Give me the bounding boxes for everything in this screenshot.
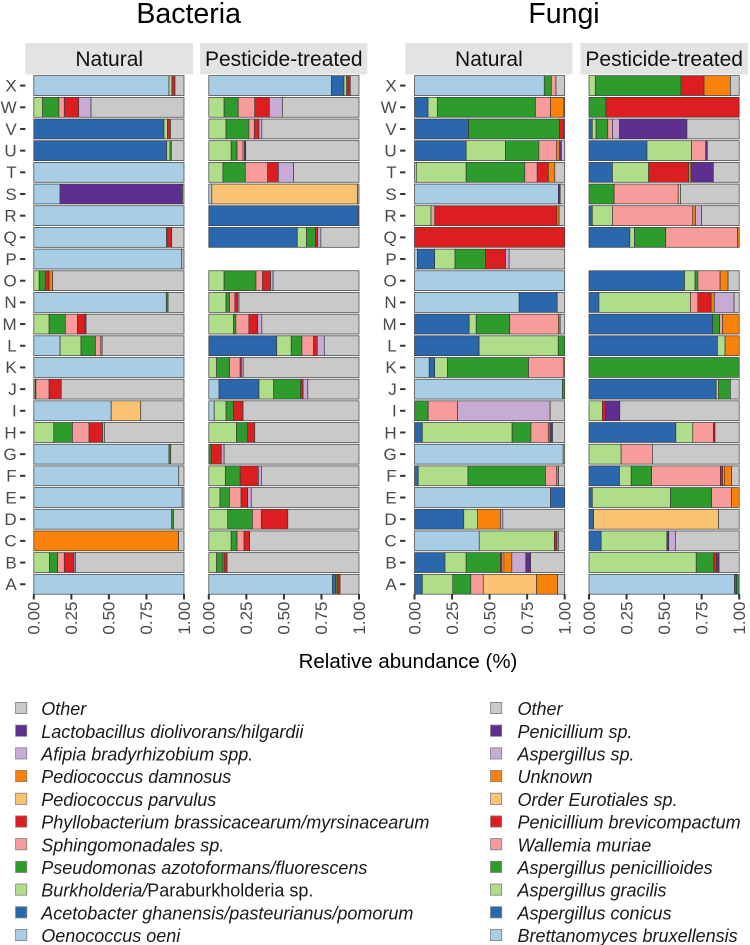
svg-text:Brettanomyces bruxellensis: Brettanomyces bruxellensis bbox=[518, 926, 738, 945]
svg-text:0.75: 0.75 bbox=[518, 602, 537, 635]
svg-text:Natural: Natural bbox=[455, 48, 523, 71]
svg-text:B: B bbox=[5, 553, 16, 572]
svg-text:0.00: 0.00 bbox=[580, 602, 599, 635]
svg-text:0.00: 0.00 bbox=[405, 602, 424, 635]
svg-text:T: T bbox=[386, 163, 396, 182]
svg-text:B: B bbox=[385, 553, 396, 572]
svg-text:1.00: 1.00 bbox=[350, 602, 369, 635]
svg-text:Acetobacter ghanensis/pasteuri: Acetobacter ghanensis/pasteurianus/pomor… bbox=[40, 903, 413, 923]
svg-text:0.25: 0.25 bbox=[617, 602, 636, 635]
svg-text:Afipia bradyrhizobium spp.: Afipia bradyrhizobium spp. bbox=[40, 745, 253, 765]
svg-text:S: S bbox=[5, 185, 16, 204]
svg-text:Other: Other bbox=[518, 699, 564, 719]
svg-text:0.50: 0.50 bbox=[480, 602, 499, 635]
svg-text:0.50: 0.50 bbox=[100, 602, 119, 635]
svg-text:X: X bbox=[385, 76, 396, 95]
svg-text:Sphingomonadales sp.: Sphingomonadales sp. bbox=[41, 835, 224, 855]
svg-text:Aspergillus gracilis: Aspergillus gracilis bbox=[517, 881, 667, 901]
svg-text:Aspergillus sp.: Aspergillus sp. bbox=[517, 745, 635, 765]
svg-text:Aspergillus conicus: Aspergillus conicus bbox=[517, 903, 672, 923]
svg-text:U: U bbox=[384, 141, 396, 160]
svg-text:Penicillium brevicompactum: Penicillium brevicompactum bbox=[518, 813, 741, 833]
svg-text:Bacteria: Bacteria bbox=[136, 0, 241, 30]
svg-text:O: O bbox=[383, 272, 396, 291]
svg-text:U: U bbox=[4, 141, 16, 160]
svg-text:Phyllobacterium brassicacearum: Phyllobacterium brassicacearum/myrsinace… bbox=[41, 813, 429, 833]
svg-text:Q: Q bbox=[383, 228, 396, 247]
svg-text:0.75: 0.75 bbox=[312, 602, 331, 635]
svg-text:E: E bbox=[385, 488, 396, 507]
svg-text:W: W bbox=[1, 98, 17, 117]
svg-text:H: H bbox=[384, 423, 396, 442]
svg-text:V: V bbox=[385, 120, 397, 139]
svg-text:Unknown: Unknown bbox=[518, 767, 593, 787]
svg-text:0.75: 0.75 bbox=[137, 602, 156, 635]
svg-text:0.50: 0.50 bbox=[655, 602, 674, 635]
svg-text:J: J bbox=[8, 380, 17, 399]
svg-text:0.25: 0.25 bbox=[62, 602, 81, 635]
svg-text:0.25: 0.25 bbox=[443, 602, 462, 635]
svg-text:Relative abundance (%): Relative abundance (%) bbox=[299, 650, 518, 673]
svg-text:I: I bbox=[392, 402, 397, 421]
svg-text:K: K bbox=[5, 358, 17, 377]
svg-text:Pesticide-treated: Pesticide-treated bbox=[205, 48, 363, 71]
svg-text:J: J bbox=[388, 380, 397, 399]
svg-text:A: A bbox=[385, 575, 397, 594]
svg-text:Aspergillus penicillioides: Aspergillus penicillioides bbox=[517, 858, 713, 878]
svg-text:Oenococcus oeni: Oenococcus oeni bbox=[41, 926, 181, 945]
svg-text:O: O bbox=[3, 272, 16, 291]
svg-text:Natural: Natural bbox=[75, 48, 143, 71]
svg-text:C: C bbox=[384, 532, 396, 551]
svg-text:L: L bbox=[7, 337, 16, 356]
svg-text:Fungi: Fungi bbox=[528, 0, 599, 30]
svg-text:Penicillium sp.: Penicillium sp. bbox=[518, 722, 633, 742]
svg-text:C: C bbox=[4, 532, 16, 551]
svg-text:X: X bbox=[5, 76, 16, 95]
svg-text:1.00: 1.00 bbox=[730, 602, 749, 635]
svg-text:0.00: 0.00 bbox=[25, 602, 44, 635]
svg-text:S: S bbox=[385, 185, 396, 204]
svg-text:Burkholderia/Paraburkholderia: Burkholderia/Paraburkholderia sp. bbox=[41, 881, 313, 901]
svg-text:P: P bbox=[5, 250, 16, 269]
svg-text:G: G bbox=[3, 445, 16, 464]
svg-text:N: N bbox=[384, 293, 396, 312]
svg-text:Pediococcus parvulus: Pediococcus parvulus bbox=[41, 790, 216, 810]
svg-text:E: E bbox=[5, 488, 16, 507]
svg-text:G: G bbox=[383, 445, 396, 464]
svg-text:K: K bbox=[385, 358, 397, 377]
svg-text:A: A bbox=[5, 575, 17, 594]
svg-text:0.50: 0.50 bbox=[275, 602, 294, 635]
svg-text:Pediococcus damnosus: Pediococcus damnosus bbox=[41, 767, 231, 787]
svg-text:0.00: 0.00 bbox=[200, 602, 219, 635]
svg-text:0.75: 0.75 bbox=[692, 602, 711, 635]
svg-text:W: W bbox=[381, 98, 397, 117]
svg-text:M: M bbox=[3, 315, 17, 334]
svg-text:I: I bbox=[12, 402, 17, 421]
svg-text:M: M bbox=[383, 315, 397, 334]
svg-text:1.00: 1.00 bbox=[175, 602, 194, 635]
svg-text:R: R bbox=[384, 206, 396, 225]
svg-text:D: D bbox=[4, 510, 16, 529]
svg-text:Q: Q bbox=[3, 228, 16, 247]
svg-text:H: H bbox=[4, 423, 16, 442]
svg-text:Wallemia muriae: Wallemia muriae bbox=[518, 835, 652, 855]
svg-text:Pseudomonas azotoformans/fluor: Pseudomonas azotoformans/fluorescens bbox=[41, 858, 367, 878]
svg-text:1.00: 1.00 bbox=[556, 602, 575, 635]
svg-text:Order Eurotiales sp.: Order Eurotiales sp. bbox=[518, 790, 678, 810]
svg-text:Other: Other bbox=[41, 699, 87, 719]
svg-text:N: N bbox=[4, 293, 16, 312]
svg-text:Pesticide-treated: Pesticide-treated bbox=[585, 48, 743, 71]
svg-text:F: F bbox=[386, 467, 396, 486]
svg-text:R: R bbox=[4, 206, 16, 225]
svg-text:D: D bbox=[384, 510, 396, 529]
svg-text:V: V bbox=[5, 120, 17, 139]
svg-text:F: F bbox=[6, 467, 16, 486]
svg-text:T: T bbox=[6, 163, 16, 182]
svg-text:0.25: 0.25 bbox=[237, 602, 256, 635]
svg-text:P: P bbox=[385, 250, 396, 269]
svg-text:L: L bbox=[387, 337, 396, 356]
svg-text:Lactobacillus diolivorans/hilg: Lactobacillus diolivorans/hilgardii bbox=[41, 722, 304, 742]
